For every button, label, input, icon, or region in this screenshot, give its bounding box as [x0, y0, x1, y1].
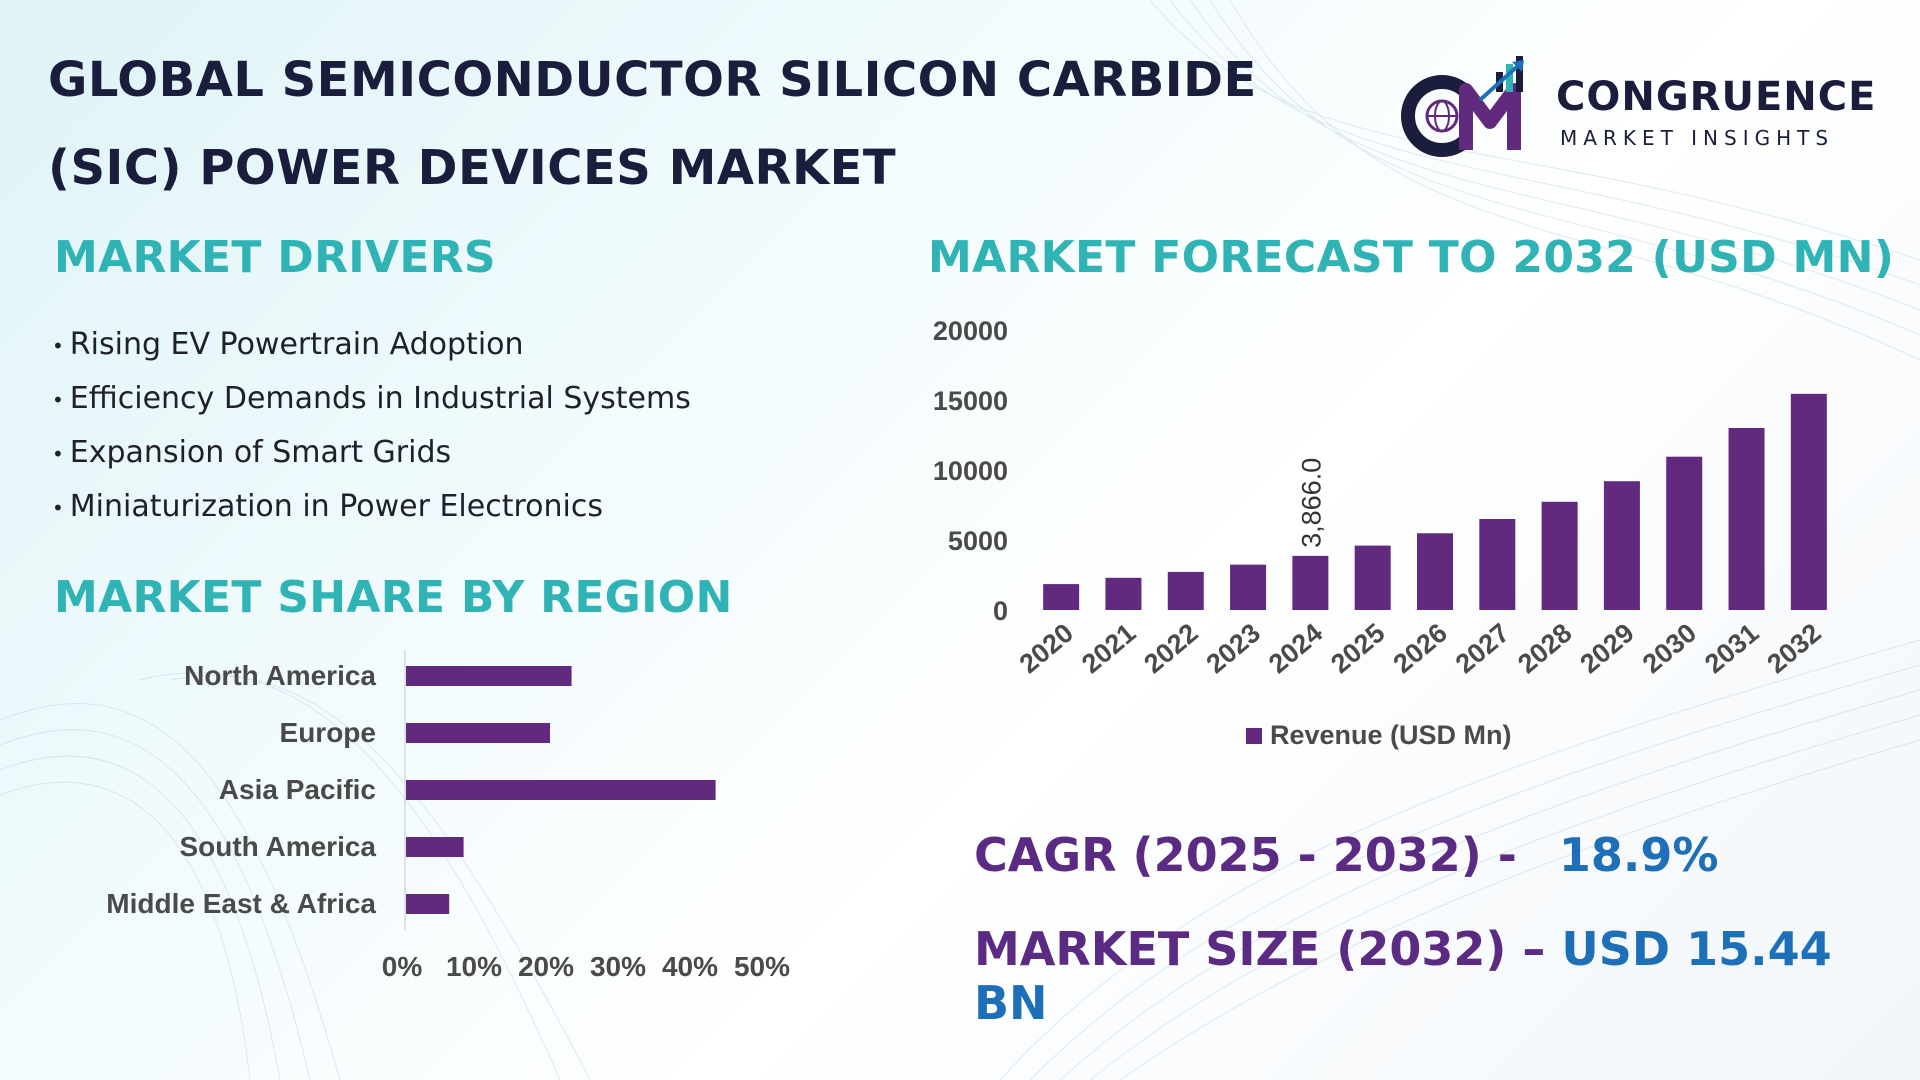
- x-tick-label: 2030: [1637, 618, 1702, 680]
- bullet-icon: •: [52, 333, 64, 358]
- x-tick-label: 20%: [518, 951, 574, 982]
- cagr-label: CAGR (2025 - 2032) -: [974, 828, 1517, 882]
- x-tick-label: 2032: [1761, 618, 1826, 680]
- cagr-value: 18.9%: [1558, 828, 1719, 882]
- logo-tagline: MARKET INSIGHTS: [1560, 126, 1835, 150]
- market-size-value: USD 15.44 BN: [974, 922, 1832, 1030]
- market-size-label: MARKET SIZE (2032) –: [974, 922, 1546, 976]
- forecast-bar: [1105, 577, 1142, 610]
- x-tick-label: 2024: [1263, 618, 1328, 680]
- x-tick-label: 2027: [1450, 618, 1515, 680]
- region-label: North America: [184, 660, 376, 691]
- forecast-bar: [1354, 545, 1391, 610]
- driver-text: Rising EV Powertrain Adoption: [69, 327, 524, 362]
- x-tick-label: 2022: [1138, 618, 1203, 680]
- congruence-logo: CONGRUENCE MARKET INSIGHTS: [1400, 56, 1875, 166]
- market-drivers-heading: MARKET DRIVERS: [54, 232, 496, 283]
- logo-name: CONGRUENCE: [1556, 74, 1877, 120]
- region-share-bar-chart: North America Europe Asia Pacific South Ame…: [106, 650, 790, 982]
- x-tick-label: 2025: [1325, 618, 1390, 680]
- market-drivers-list: • Rising EV Powertrain Adoption • Efficien…: [52, 322, 691, 538]
- x-tick-label: 2031: [1699, 618, 1764, 680]
- forecast-bar: [1541, 501, 1578, 610]
- driver-text: Efficiency Demands in Industrial Systems: [69, 381, 691, 416]
- region-label: Europe: [280, 717, 376, 748]
- forecast-bar: [1230, 564, 1267, 610]
- region-label: Middle East & Africa: [106, 888, 376, 919]
- forecast-bar: [1167, 571, 1204, 610]
- x-tick-label: 0%: [382, 951, 423, 982]
- x-tick-label: 40%: [662, 951, 718, 982]
- region-label: Asia Pacific: [219, 774, 376, 805]
- x-tick-label: 10%: [446, 951, 502, 982]
- page-title-line-2: (SIC) POWER DEVICES MARKET: [48, 140, 897, 196]
- forecast-bar: [1479, 519, 1516, 610]
- forecast-bar: [1043, 584, 1080, 610]
- forecast-bar: [1292, 555, 1329, 610]
- y-tick-label: 15000: [933, 386, 1008, 416]
- y-tick-label: 10000: [933, 456, 1008, 486]
- x-tick-label: 2028: [1512, 618, 1577, 680]
- region-bar: [406, 837, 464, 857]
- x-tick-label: 2021: [1076, 618, 1141, 680]
- region-bar: [406, 894, 450, 914]
- market-size-stat: MARKET SIZE (2032) – USD 15.44 BN: [974, 922, 1920, 1030]
- forecast-bar: [1603, 481, 1640, 610]
- region-bar: [406, 723, 550, 743]
- forecast-bar: [1417, 533, 1453, 610]
- driver-item: • Expansion of Smart Grids: [52, 430, 691, 484]
- driver-item: • Rising EV Powertrain Adoption: [52, 322, 691, 376]
- cagr-stat: CAGR (2025 - 2032) - 18.9%: [974, 828, 1719, 882]
- x-tick-label: 30%: [590, 951, 646, 982]
- x-tick-label: 2023: [1201, 618, 1266, 680]
- region-label: South America: [179, 831, 376, 862]
- market-forecast-heading: MARKET FORECAST TO 2032 (USD MN): [928, 232, 1895, 283]
- page-title-line-1: GLOBAL SEMICONDUCTOR SILICON CARBIDE: [48, 52, 1257, 108]
- forecast-bar: [1728, 428, 1765, 610]
- x-tick-label: 50%: [734, 951, 790, 982]
- data-label: 3,866.0: [1296, 458, 1326, 548]
- bullet-icon: •: [52, 441, 64, 466]
- forecast-bar: [1666, 456, 1703, 610]
- forecast-bar-chart: 20000 15000 10000 5000 020202021202220232024…: [933, 316, 1827, 750]
- x-tick-label: 2029: [1574, 618, 1639, 680]
- logo-mark-icon: [1401, 56, 1524, 157]
- legend-label: Revenue (USD Mn): [1270, 720, 1512, 750]
- legend-swatch: [1246, 728, 1262, 744]
- region-bar: [406, 780, 716, 800]
- y-tick-label: 5000: [948, 526, 1008, 556]
- bullet-icon: •: [52, 495, 64, 520]
- market-share-region-heading: MARKET SHARE BY REGION: [54, 572, 733, 623]
- driver-text: Expansion of Smart Grids: [69, 435, 452, 470]
- x-tick-label: 2020: [1014, 618, 1079, 680]
- region-bar: [406, 666, 572, 686]
- driver-item: • Efficiency Demands in Industrial System…: [52, 376, 691, 430]
- y-tick-label: 20000: [933, 316, 1008, 346]
- x-tick-label: 2026: [1388, 618, 1453, 680]
- bullet-icon: •: [52, 387, 64, 412]
- page-title: GLOBAL SEMICONDUCTOR SILICON CARBIDE (SI…: [48, 36, 1298, 212]
- driver-item: • Miniaturization in Power Electronics: [52, 484, 691, 538]
- driver-text: Miniaturization in Power Electronics: [69, 489, 603, 524]
- y-tick-label: 0: [993, 596, 1008, 626]
- forecast-bar: [1790, 393, 1827, 610]
